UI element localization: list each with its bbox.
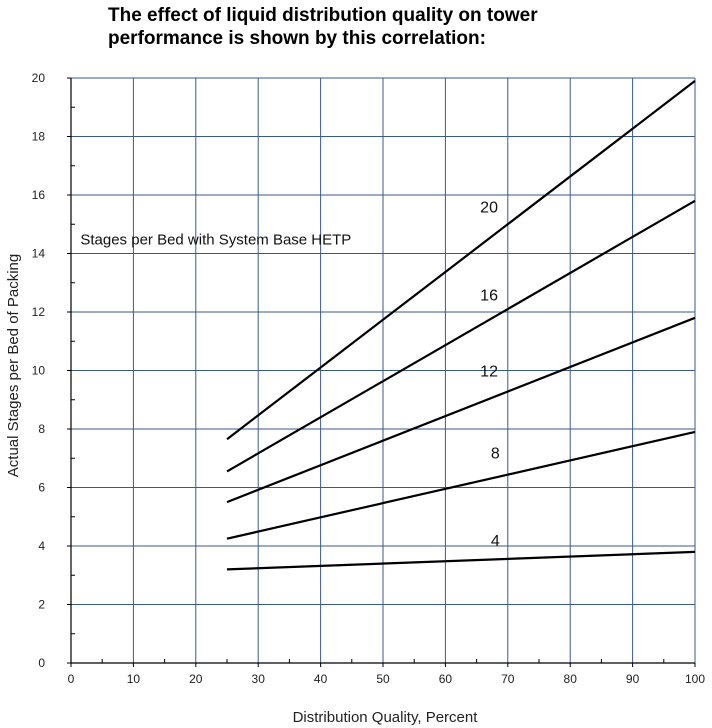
y-tick-label: 8 — [38, 422, 45, 436]
series-label-12: 12 — [480, 363, 498, 380]
y-tick-label: 16 — [32, 188, 46, 202]
x-tick-label: 80 — [564, 672, 578, 686]
y-tick-label: 4 — [38, 539, 45, 553]
chart-title-line-1: The effect of liquid distribution qualit… — [108, 5, 538, 26]
y-tick-label: 0 — [38, 656, 45, 670]
y-tick-label: 14 — [32, 247, 46, 261]
x-tick-label: 0 — [68, 672, 75, 686]
y-tick-label: 12 — [32, 305, 46, 319]
y-tick-label: 18 — [32, 130, 46, 144]
x-tick-label: 100 — [685, 672, 705, 686]
series-label-layer: 4 8 12 16 20 — [480, 200, 500, 550]
x-tick-label: 20 — [189, 672, 203, 686]
annotation-text: Stages per Bed with System Base HETP — [80, 232, 351, 249]
y-axis-title: Actual Stages per Bed of Packing — [5, 254, 22, 477]
x-tick-label: 50 — [376, 672, 390, 686]
y-tick-label: 6 — [38, 481, 45, 495]
axis-layer — [67, 77, 696, 667]
series-label-4: 4 — [491, 533, 500, 550]
x-axis-title: Distribution Quality, Percent — [293, 709, 479, 726]
series-label-8: 8 — [491, 445, 500, 462]
x-tick-label: 10 — [127, 672, 141, 686]
y-tick-label: 20 — [32, 71, 46, 85]
series-line-16 — [226, 199, 696, 473]
series-line-8 — [226, 430, 696, 540]
series-line-4 — [226, 550, 696, 571]
y-tick-label: 10 — [32, 364, 46, 378]
grid-layer — [71, 77, 696, 663]
x-tick-label: 90 — [626, 672, 640, 686]
tick-label-layer: 0 10 20 30 40 50 60 70 80 90 100 0 2 4 6 8 10 12 14 16 18 20 — [32, 71, 706, 686]
series-label-16: 16 — [480, 287, 498, 304]
x-tick-label: 70 — [501, 672, 515, 686]
minor-tick-layer — [71, 106, 665, 663]
x-tick-label: 60 — [439, 672, 453, 686]
series-line-12 — [226, 316, 696, 504]
series-line-20 — [226, 80, 696, 441]
y-tick-label: 2 — [38, 598, 45, 612]
x-tick-label: 40 — [314, 672, 328, 686]
chart-title-line-2: performance is shown by this correlation… — [108, 28, 486, 49]
chart-title: The effect of liquid distribution qualit… — [108, 4, 668, 50]
x-tick-label: 30 — [252, 672, 266, 686]
series-label-20: 20 — [480, 200, 498, 217]
series-layer — [226, 80, 696, 571]
